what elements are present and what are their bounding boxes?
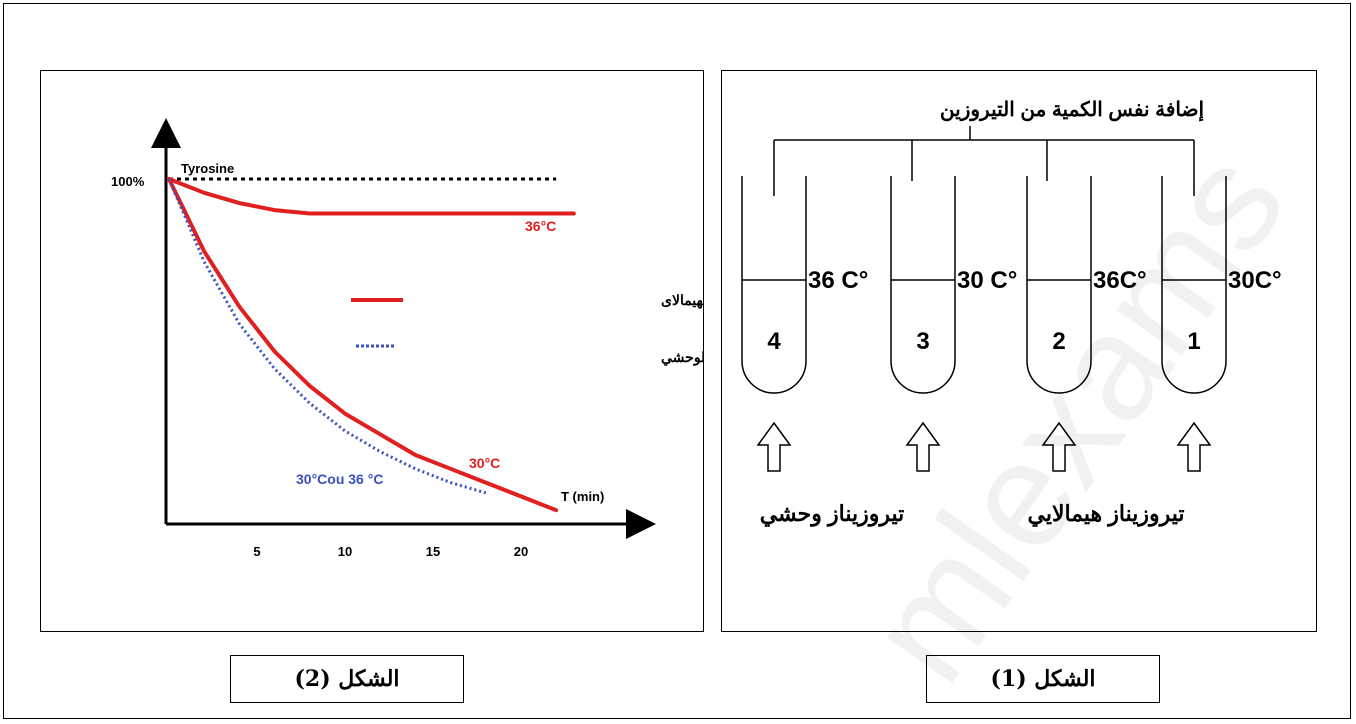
up-arrow-icon [1176,421,1212,472]
tubes-diagram: إضافة نفس الكمية من التيروزين 1 30C° 2 36C°… [741,99,1282,527]
tube-3: 3 30 C° [890,176,1017,472]
tube-number: 2 [1052,328,1065,355]
x-tick-label: 20 [514,544,528,559]
tube-number: 1 [1187,328,1200,355]
annotation-30c-or-36c: 30°Cou 36 °C [296,471,383,487]
figure2-panel: Tyrosine T (min) 100% 5 10 15 20 36°C 30°C … [40,70,867,632]
page-border [3,3,1351,719]
label-wild-enzyme: تيروزيناز وحشي [760,501,905,527]
tube-2: 2 36C° [1026,176,1147,472]
x-tick-label: 5 [253,544,260,559]
tube-outline [741,176,807,394]
annotation-36c: 36°C [525,218,556,234]
y-tick-100: 100% [111,174,145,189]
x-tick-label: 15 [426,544,440,559]
up-arrow-icon [905,421,941,472]
tube-temperature: 30 C° [957,267,1017,294]
tube-number: 3 [916,328,929,355]
legend-label-wild: انزيم التيروزيناز عند الارنب الوحشي [661,349,703,366]
figure1-caption: الشكل (1) [926,655,1160,703]
tube-outline [890,176,956,394]
series-line-2 [167,178,487,495]
up-arrow-icon [756,421,792,472]
legend-label-himalayan: انزيم التيروزيناز عند ارنب الهيمالاى [661,292,703,309]
header-text: إضافة نفس الكمية من التيروزين [940,99,1204,122]
tyrosine-chart: Tyrosine T (min) 100% 5 10 15 20 36°C 30°C … [111,118,867,559]
bracket [773,126,1195,196]
legend: انزيم التيروزيناز عند ارنب الهيمالاى انز… [351,292,867,366]
tube-temperature: 36C° [1093,267,1147,294]
annotation-30c: 30°C [469,455,500,471]
x-axis-label: T (min) [561,489,604,504]
tube-outline [1161,176,1227,394]
tube-temperature: 36 C° [808,267,868,294]
tubes-group: 1 30C° 2 36C° 3 30 C° 4 36 C° [741,176,1282,472]
figure1-panel: إضافة نفس الكمية من التيروزين 1 30C° 2 36C°… [721,70,1317,632]
tube-outline [1026,176,1092,394]
series-line-1 [167,177,559,513]
y-axis-label: Tyrosine [181,161,234,176]
tube-temperature: 30C° [1228,267,1282,294]
up-arrow-icon [1041,421,1077,472]
tube-4: 4 36 C° [741,176,868,472]
series-group [167,177,576,513]
x-ticks: 5 10 15 20 [253,544,528,559]
x-tick-label: 10 [338,544,352,559]
series-line-0 [167,177,576,216]
tube-number: 4 [767,328,781,355]
label-himalayan-enzyme: تيروزيناز هيمالايي [1027,501,1184,527]
tube-1: 1 30C° [1161,176,1282,472]
figure2-caption: الشكل (2) [230,655,464,703]
